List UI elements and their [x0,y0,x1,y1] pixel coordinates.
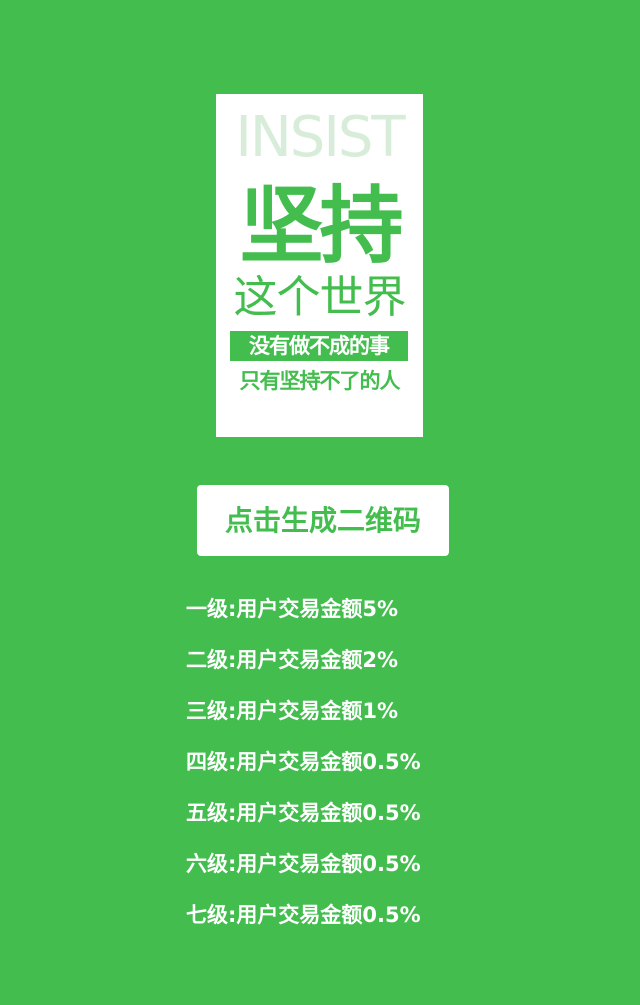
level-item: 一级:用户交易金额5% [186,597,399,621]
level-item: 六级:用户交易金额0.5% [186,852,421,876]
level-item: 四级:用户交易金额0.5% [186,750,421,774]
poster-english-word: INSIST [235,105,405,170]
level-item: 五级:用户交易金额0.5% [186,801,421,825]
poster-band-text: 没有做不成的事 [230,331,408,361]
commission-level-list: 一级:用户交易金额5% 二级:用户交易金额2% 三级:用户交易金额1% 四级:用… [186,590,506,947]
generate-qr-code-button[interactable]: 点击生成二维码 [197,485,449,556]
level-item: 三级:用户交易金额1% [186,699,399,723]
poster-tagline: 只有坚持不了的人 [239,369,401,393]
level-item: 七级:用户交易金额0.5% [186,903,421,927]
poster-subtitle: 这个世界 [233,272,407,323]
level-item: 二级:用户交易金额2% [186,648,399,672]
poster-main-text: 坚持 [239,177,403,275]
insist-poster-image: INSIST 坚持 这个世界 没有做不成的事 只有坚持不了的人 [216,94,423,437]
